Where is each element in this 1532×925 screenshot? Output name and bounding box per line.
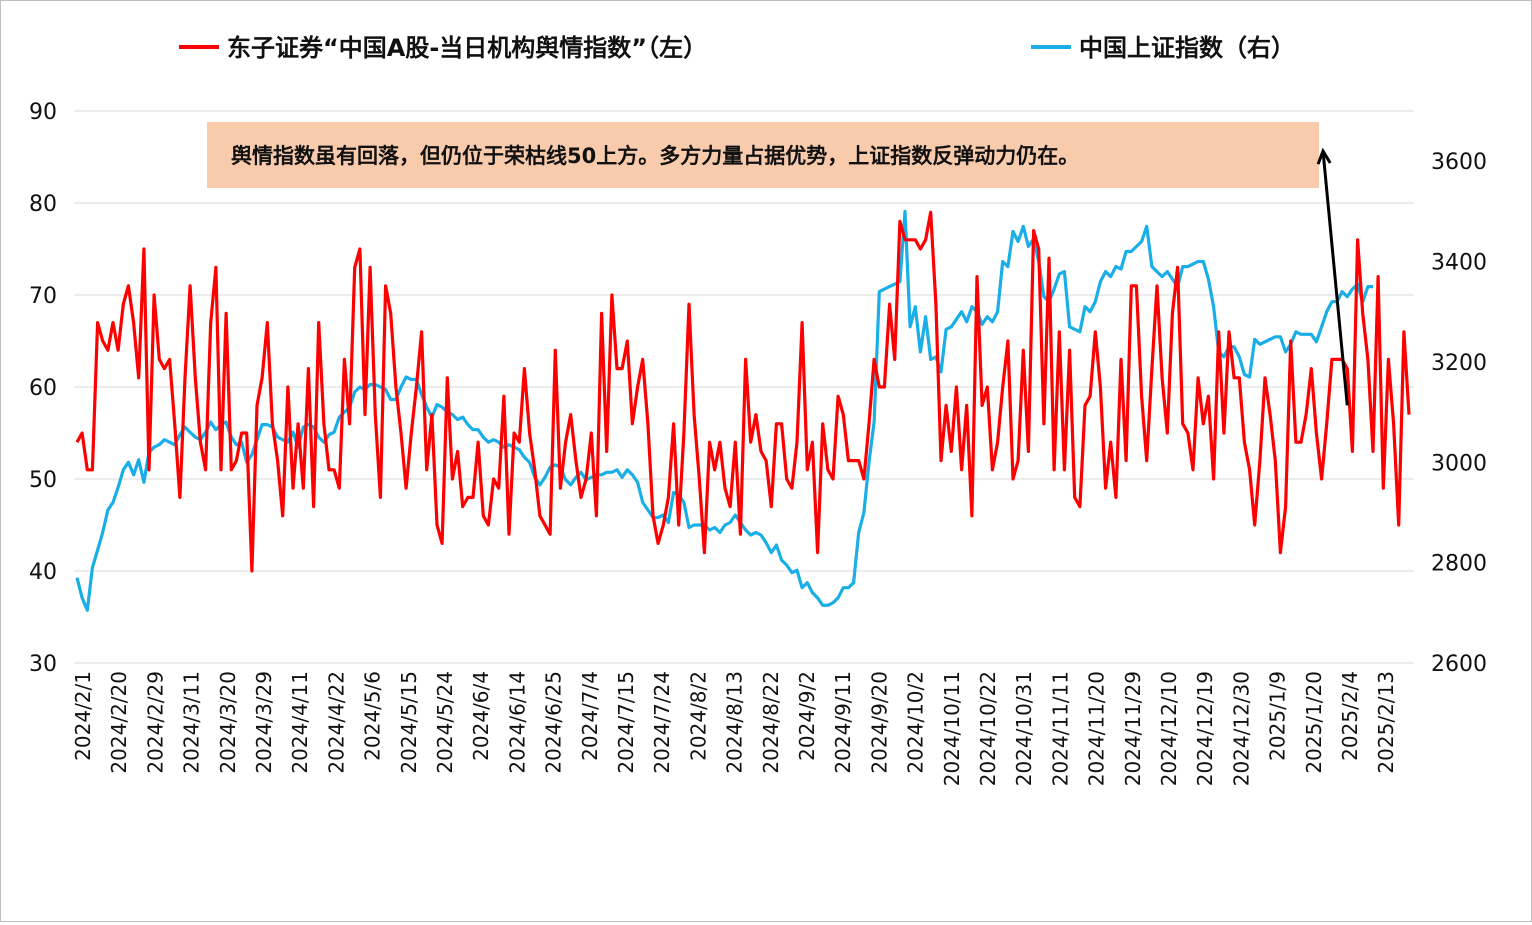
legend-label-sentiment: 东子证券“中国A股-当日机构舆情指数”（左） [227, 34, 707, 62]
x-tick-label: 2024/3/29 [252, 671, 276, 774]
x-tick-label: 2024/6/14 [505, 671, 529, 774]
x-tick-label: 2024/12/10 [1157, 671, 1181, 786]
x-tick-label: 2024/4/11 [288, 671, 312, 774]
grid-lines [74, 110, 1414, 664]
legend-label-sse: 中国上证指数（右） [1079, 34, 1295, 62]
x-tick-label: 2024/11/11 [1048, 671, 1072, 786]
x-tick-label: 2024/9/20 [867, 671, 891, 774]
x-tick-label: 2024/9/2 [795, 671, 819, 761]
x-tick-label: 2024/9/11 [831, 671, 855, 774]
right-tick-label: 3200 [1431, 351, 1487, 376]
annotation: 舆情指数虽有回落，但仍位于荣枯线50上方。多方力量占据优势，上证指数反弹动力仍在… [207, 122, 1319, 188]
x-tick-label: 2024/2/20 [107, 671, 131, 774]
arrow-shaft [1321, 150, 1349, 406]
left-tick-label: 60 [29, 376, 57, 401]
x-tick-label: 2025/2/4 [1338, 671, 1362, 761]
annotation-arrow [1316, 147, 1349, 406]
arrow-head [1316, 147, 1332, 165]
x-tick-label: 2024/3/20 [216, 671, 240, 774]
x-tick-label: 2024/6/4 [469, 671, 493, 761]
x-tick-label: 2025/1/9 [1266, 671, 1290, 761]
right-tick-label: 3400 [1431, 251, 1487, 276]
x-tick-label: 2024/12/19 [1193, 671, 1217, 786]
x-tick-label: 2024/8/22 [759, 671, 783, 774]
right-tick-label: 3600 [1431, 150, 1487, 175]
x-tick-label: 2024/7/15 [614, 671, 638, 774]
right-tick-label: 2600 [1431, 652, 1487, 677]
x-tick-label: 2024/10/2 [904, 671, 928, 774]
x-tick-label: 2024/5/24 [433, 671, 457, 774]
annotation-text: 舆情指数虽有回落，但仍位于荣枯线50上方。多方力量占据优势，上证指数反弹动力仍在… [231, 144, 1079, 168]
left-tick-label: 40 [29, 560, 57, 585]
left-tick-label: 80 [29, 192, 57, 217]
right-axis-ticks: 2600 2800 3000 3200 3400 3600 [1431, 150, 1487, 677]
series-line-sentiment [75, 210, 1411, 573]
left-tick-label: 70 [29, 284, 57, 309]
series-line-sse [75, 209, 1373, 612]
x-tick-label: 2024/2/29 [143, 671, 167, 774]
right-tick-label: 2800 [1431, 552, 1487, 577]
x-tick-label: 2024/6/25 [542, 671, 566, 774]
x-tick-label: 2024/5/6 [361, 671, 385, 761]
x-tick-label: 2024/8/2 [686, 671, 710, 761]
x-axis-ticks: 2024/2/1 2024/2/20 2024/2/29 2024/3/11 2024/… [71, 671, 1398, 786]
x-tick-label: 2024/7/4 [578, 671, 602, 761]
left-tick-label: 50 [29, 468, 57, 493]
x-tick-label: 2024/11/20 [1085, 671, 1109, 786]
x-tick-label: 2024/12/30 [1229, 671, 1253, 786]
left-tick-label: 90 [29, 100, 57, 125]
x-tick-label: 2024/2/1 [71, 671, 95, 761]
x-tick-label: 2024/4/22 [324, 671, 348, 774]
x-tick-label: 2025/2/13 [1374, 671, 1398, 774]
x-tick-label: 2024/8/13 [723, 671, 747, 774]
annotation-box [207, 122, 1319, 188]
left-tick-label: 30 [29, 652, 57, 677]
x-tick-label: 2024/5/15 [397, 671, 421, 774]
left-axis-ticks: 30 40 50 60 70 80 90 [29, 100, 57, 677]
x-tick-label: 2024/11/29 [1121, 671, 1145, 786]
x-tick-label: 2024/10/31 [1012, 671, 1036, 786]
x-tick-label: 2025/1/20 [1302, 671, 1326, 774]
x-tick-label: 2024/3/11 [180, 671, 204, 774]
x-tick-label: 2024/10/11 [940, 671, 964, 786]
right-tick-label: 3000 [1431, 451, 1487, 476]
x-tick-label: 2024/7/24 [650, 671, 674, 774]
x-tick-label: 2024/10/22 [976, 671, 1000, 786]
legend: 东子证券“中国A股-当日机构舆情指数”（左） 中国上证指数（右） [179, 34, 1295, 62]
